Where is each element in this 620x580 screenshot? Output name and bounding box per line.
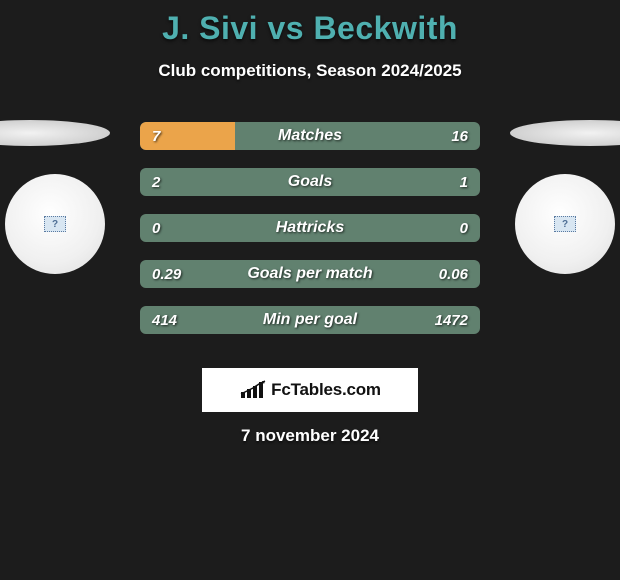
chart-up-icon: [239, 380, 267, 400]
brand-text: FcTables.com: [271, 380, 381, 400]
player-right-panel: [500, 120, 620, 274]
stat-label: Goals per match: [140, 265, 480, 283]
stat-row-matches: 7 Matches 16: [140, 122, 480, 150]
stat-row-min-per-goal: 414 Min per goal 1472: [140, 306, 480, 334]
player-right-avatar: [515, 174, 615, 274]
player-left-avatar: [5, 174, 105, 274]
stat-label: Hattricks: [140, 219, 480, 237]
brand-wrap: FcTables.com 7 november 2024: [0, 350, 620, 446]
page-title: J. Sivi vs Beckwith: [0, 0, 620, 47]
stat-row-hattricks: 0 Hattricks 0: [140, 214, 480, 242]
stat-label: Min per goal: [140, 311, 480, 329]
brand-badge[interactable]: FcTables.com: [202, 368, 418, 412]
player-left-panel: [0, 120, 120, 274]
stat-row-goals-per-match: 0.29 Goals per match 0.06: [140, 260, 480, 288]
player-left-name-pill: [0, 120, 110, 146]
date-text: 7 november 2024: [0, 426, 620, 446]
stat-label: Goals: [140, 173, 480, 191]
unknown-flag-icon: [44, 216, 66, 232]
stats-list: 7 Matches 16 2 Goals 1 0 Hattricks 0 0.2…: [140, 122, 480, 334]
player-right-name-pill: [510, 120, 620, 146]
subtitle: Club competitions, Season 2024/2025: [0, 61, 620, 81]
unknown-flag-icon: [554, 216, 576, 232]
stat-row-goals: 2 Goals 1: [140, 168, 480, 196]
stat-label: Matches: [140, 127, 480, 145]
